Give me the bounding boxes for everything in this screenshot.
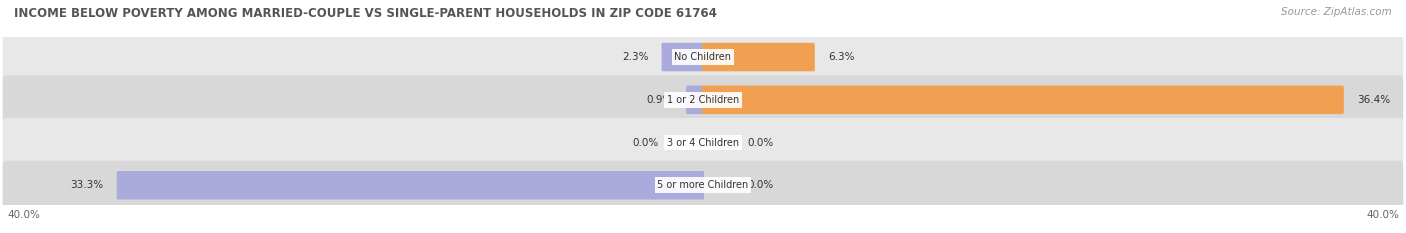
Text: Source: ZipAtlas.com: Source: ZipAtlas.com <box>1281 7 1392 17</box>
FancyBboxPatch shape <box>3 33 1403 82</box>
Text: 3 or 4 Children: 3 or 4 Children <box>666 137 740 147</box>
FancyBboxPatch shape <box>3 75 1403 124</box>
Text: 5 or more Children: 5 or more Children <box>658 180 748 190</box>
Text: INCOME BELOW POVERTY AMONG MARRIED-COUPLE VS SINGLE-PARENT HOUSEHOLDS IN ZIP COD: INCOME BELOW POVERTY AMONG MARRIED-COUPL… <box>14 7 717 20</box>
FancyBboxPatch shape <box>662 43 704 71</box>
Text: 0.0%: 0.0% <box>747 180 773 190</box>
FancyBboxPatch shape <box>702 86 1344 114</box>
FancyBboxPatch shape <box>117 171 704 199</box>
Text: 1 or 2 Children: 1 or 2 Children <box>666 95 740 105</box>
FancyBboxPatch shape <box>686 86 704 114</box>
Text: 33.3%: 33.3% <box>70 180 104 190</box>
FancyBboxPatch shape <box>3 118 1403 167</box>
Text: 36.4%: 36.4% <box>1357 95 1391 105</box>
Text: 40.0%: 40.0% <box>7 210 39 220</box>
Text: 2.3%: 2.3% <box>621 52 648 62</box>
Text: No Children: No Children <box>675 52 731 62</box>
Text: 6.3%: 6.3% <box>828 52 855 62</box>
Text: 40.0%: 40.0% <box>1367 210 1399 220</box>
FancyBboxPatch shape <box>3 161 1403 210</box>
Text: 0.0%: 0.0% <box>633 137 659 147</box>
FancyBboxPatch shape <box>702 43 815 71</box>
Text: 0.0%: 0.0% <box>747 137 773 147</box>
Text: 0.9%: 0.9% <box>647 95 673 105</box>
